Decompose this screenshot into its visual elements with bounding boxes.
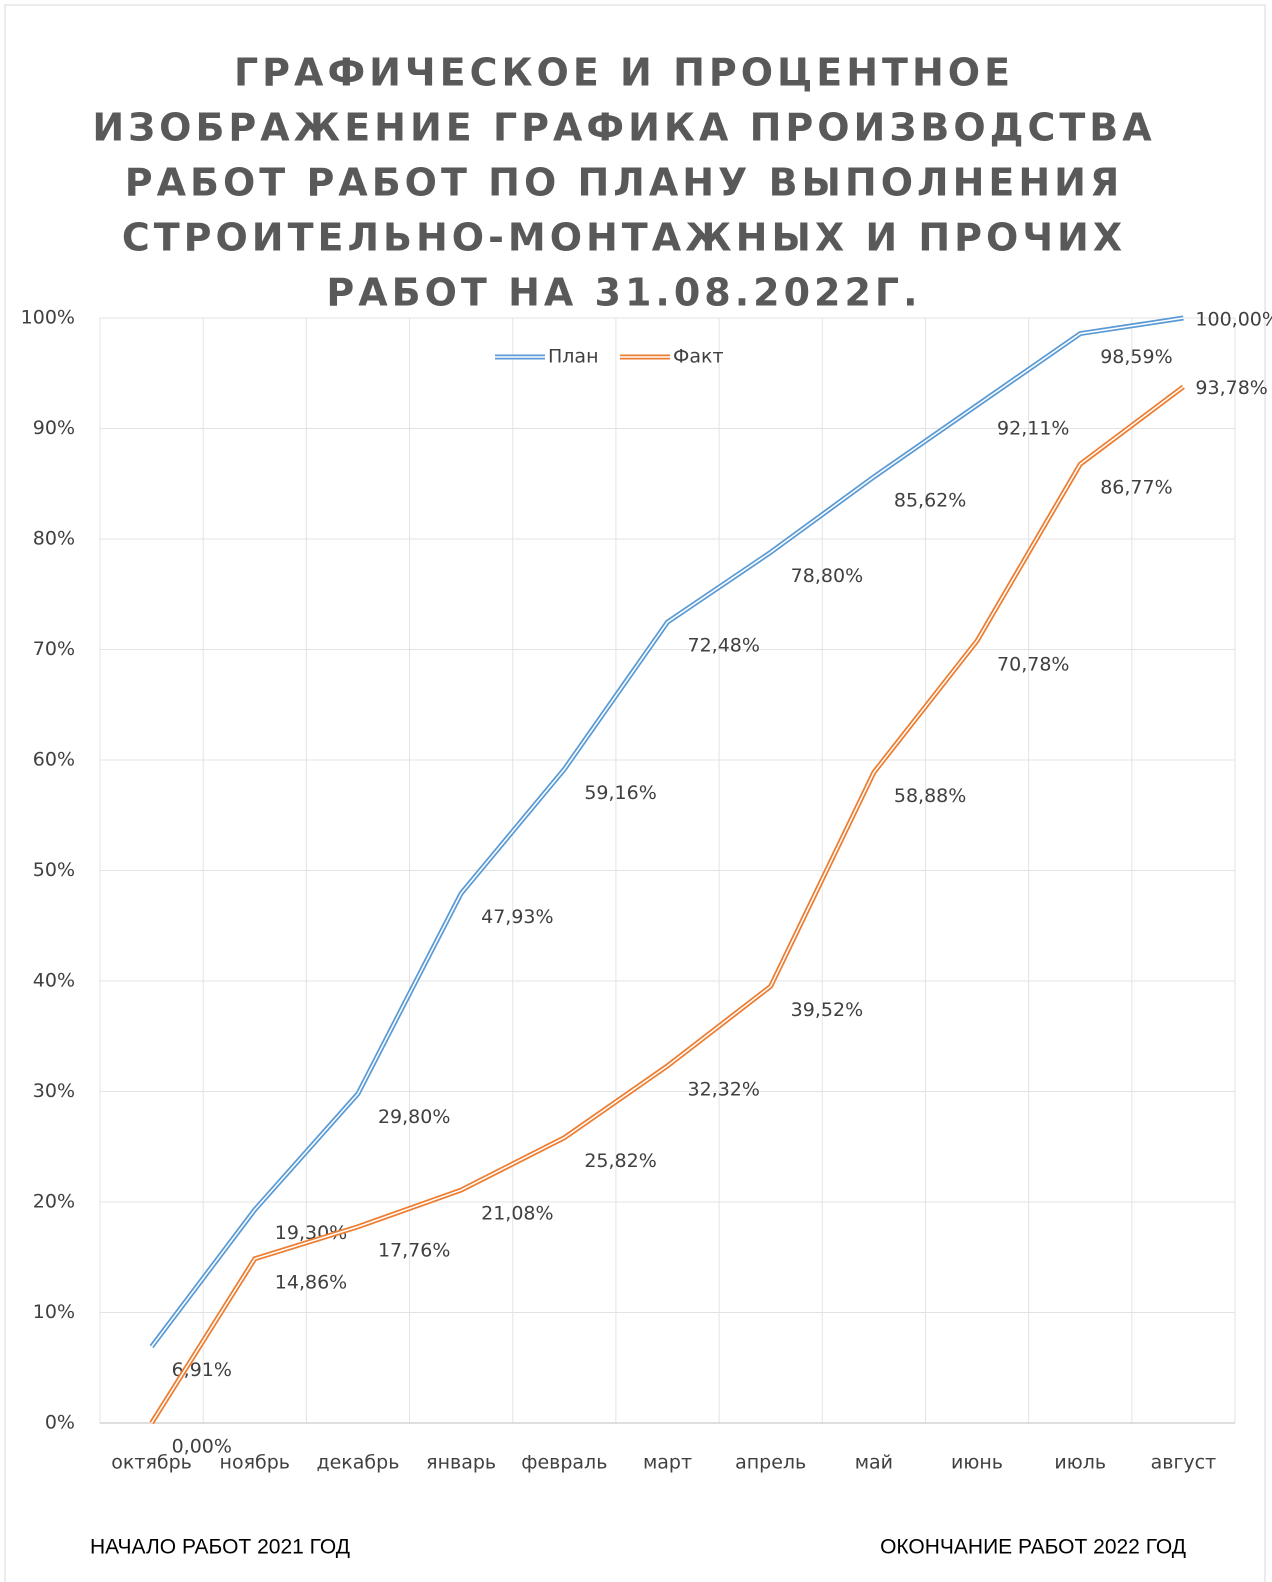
data-label: 14,86% — [275, 1271, 347, 1293]
chart-title: РАБОТ НА 31.08.2022Г. — [326, 271, 921, 315]
y-tick-label: 20% — [33, 1191, 75, 1213]
y-tick-label: 30% — [33, 1080, 75, 1102]
x-tick-label: май — [855, 1452, 893, 1474]
data-label: 72,48% — [688, 635, 760, 657]
legend-label: Факт — [673, 346, 724, 368]
y-tick-label: 70% — [33, 638, 75, 660]
x-tick-label: декабрь — [316, 1452, 399, 1474]
footer-left: НАЧАЛО РАБОТ 2021 ГОД — [90, 1536, 350, 1559]
data-label: 0,00% — [172, 1436, 232, 1458]
data-label: 92,11% — [997, 418, 1069, 440]
chart-title: РАБОТ РАБОТ ПО ПЛАНУ ВЫПОЛНЕНИЯ — [125, 161, 1123, 205]
data-label: 93,78% — [1195, 377, 1267, 399]
data-label: 17,76% — [378, 1239, 450, 1261]
x-tick-label: март — [643, 1452, 692, 1474]
x-tick-label: апрель — [735, 1452, 806, 1474]
legend-label: План — [548, 346, 599, 368]
x-tick-label: июль — [1054, 1452, 1106, 1474]
y-tick-label: 50% — [33, 859, 75, 881]
data-label: 98,59% — [1100, 346, 1172, 368]
y-tick-label: 0% — [45, 1412, 75, 1434]
data-label: 47,93% — [481, 906, 553, 928]
chart-title: ИЗОБРАЖЕНИЕ ГРАФИКА ПРОИЗВОДСТВА — [92, 106, 1155, 150]
x-tick-label: ноябрь — [220, 1452, 290, 1474]
x-tick-label: июнь — [951, 1452, 1003, 1474]
chart-title: ГРАФИЧЕСКОЕ И ПРОЦЕНТНОЕ — [234, 51, 1014, 95]
x-tick-label: январь — [426, 1452, 496, 1474]
x-tick-label: август — [1151, 1452, 1217, 1474]
y-tick-label: 100% — [21, 307, 75, 329]
data-label: 25,82% — [584, 1150, 656, 1172]
data-label: 70,78% — [997, 653, 1069, 675]
data-label: 100,00% — [1195, 309, 1272, 331]
data-label: 58,88% — [894, 785, 966, 807]
footer-right: ОКОНЧАНИЕ РАБОТ 2022 ГОД — [880, 1536, 1186, 1559]
series-line-inner — [150, 317, 1184, 1348]
y-tick-label: 60% — [33, 749, 75, 771]
data-label: 32,32% — [688, 1078, 760, 1100]
y-tick-label: 40% — [33, 970, 75, 992]
y-tick-label: 90% — [33, 417, 75, 439]
data-label: 86,77% — [1100, 477, 1172, 499]
data-label: 39,52% — [791, 999, 863, 1021]
data-label: 21,08% — [481, 1203, 553, 1225]
data-label: 59,16% — [584, 782, 656, 804]
data-label: 78,80% — [791, 565, 863, 587]
x-tick-label: февраль — [521, 1452, 607, 1474]
series-line-inner — [150, 386, 1184, 1424]
data-label: 29,80% — [378, 1106, 450, 1128]
data-label: 85,62% — [894, 489, 966, 511]
data-label: 19,30% — [275, 1222, 347, 1244]
y-tick-label: 10% — [33, 1301, 75, 1323]
y-tick-label: 80% — [33, 528, 75, 550]
x-tick-label: октябрь — [111, 1452, 192, 1474]
chart-title: СТРОИТЕЛЬНО-МОНТАЖНЫХ И ПРОЧИХ — [122, 216, 1126, 260]
